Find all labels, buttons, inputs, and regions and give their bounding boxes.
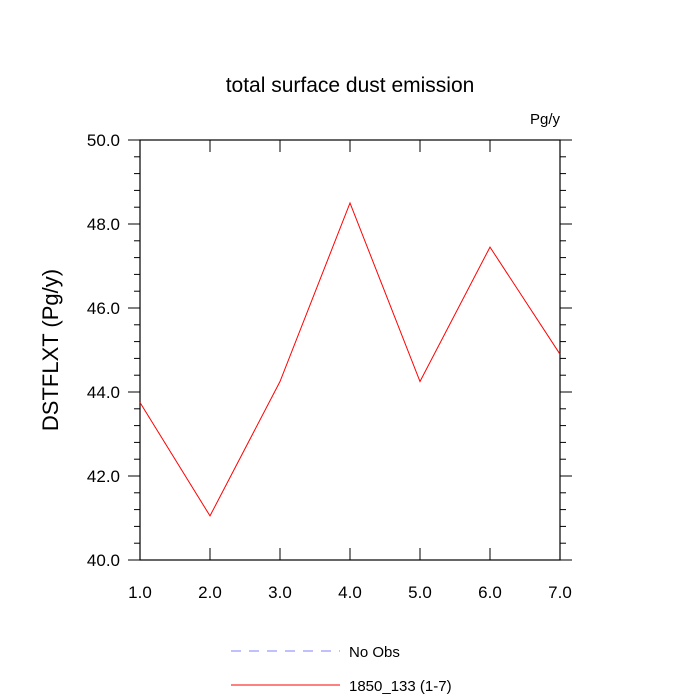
x-tick-label: 6.0 (478, 583, 502, 602)
y-tick-label: 48.0 (87, 215, 120, 234)
chart-title: total surface dust emission (226, 74, 475, 97)
x-tick-label: 7.0 (548, 583, 572, 602)
series-line (139, 201, 561, 517)
x-tick-label: 4.0 (338, 583, 362, 602)
y-tick-label: 46.0 (87, 299, 120, 318)
series-layer (139, 201, 561, 517)
legend-label: No Obs (349, 644, 400, 661)
y-axis-label: DSTFLXT (Pg/y) (38, 269, 63, 431)
x-tick-labels: 1.0 2.0 3.0 4.0 5.0 6.0 7.0 (128, 583, 572, 602)
y-tick-label: 42.0 (87, 467, 120, 486)
y-tick-labels: 40.0 42.0 44.0 46.0 48.0 50.0 (87, 131, 120, 570)
plot-area (128, 139, 572, 561)
units-label: Pg/y (530, 111, 561, 128)
x-tick-label: 1.0 (128, 583, 152, 602)
y-tick-label: 50.0 (87, 131, 120, 150)
legend: No Obs 1850_133 (1-7) (231, 644, 452, 695)
y-tick-label: 44.0 (87, 383, 120, 402)
y-tick-label: 40.0 (87, 551, 120, 570)
x-tick-label: 3.0 (268, 583, 292, 602)
x-tick-label: 2.0 (198, 583, 222, 602)
legend-label: 1850_133 (1-7) (349, 678, 452, 695)
x-tick-label: 5.0 (408, 583, 432, 602)
